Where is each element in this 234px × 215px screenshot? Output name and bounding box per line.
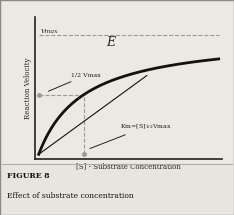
X-axis label: [S] - Substrate Concentration: [S] - Substrate Concentration [76,162,181,170]
Text: FIGURE 8: FIGURE 8 [7,172,50,180]
Text: Km=[S]$_{1/2}$Vmax: Km=[S]$_{1/2}$Vmax [90,123,171,149]
Text: Vmax: Vmax [40,29,58,34]
Text: E: E [106,35,115,49]
Text: 1/2 Vmax: 1/2 Vmax [48,73,101,91]
Y-axis label: Reaction Velocity: Reaction Velocity [24,57,32,119]
Text: Effect of substrate concentration: Effect of substrate concentration [7,192,134,200]
